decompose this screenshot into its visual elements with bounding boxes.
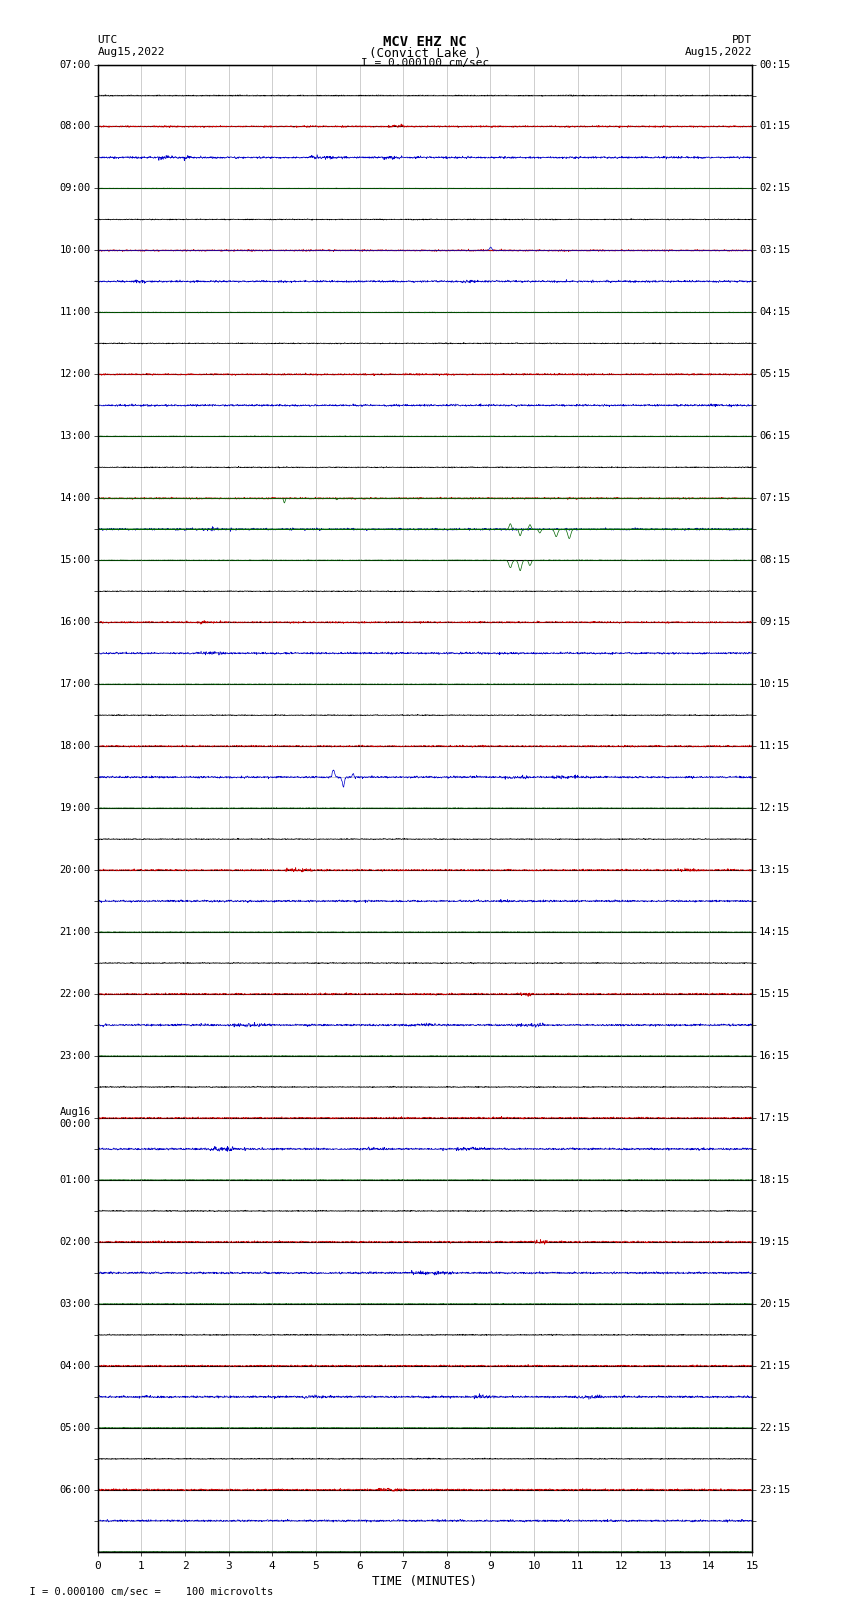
Text: Aug15,2022: Aug15,2022 — [98, 47, 165, 56]
Text: UTC: UTC — [98, 35, 118, 45]
Text: PDT: PDT — [732, 35, 752, 45]
X-axis label: TIME (MINUTES): TIME (MINUTES) — [372, 1574, 478, 1587]
Text: I = 0.000100 cm/sec: I = 0.000100 cm/sec — [361, 58, 489, 68]
Text: Aug15,2022: Aug15,2022 — [685, 47, 752, 56]
Text: MCV EHZ NC: MCV EHZ NC — [383, 35, 467, 50]
Text: I = 0.000100 cm/sec =    100 microvolts: I = 0.000100 cm/sec = 100 microvolts — [17, 1587, 273, 1597]
Text: (Convict Lake ): (Convict Lake ) — [369, 47, 481, 60]
